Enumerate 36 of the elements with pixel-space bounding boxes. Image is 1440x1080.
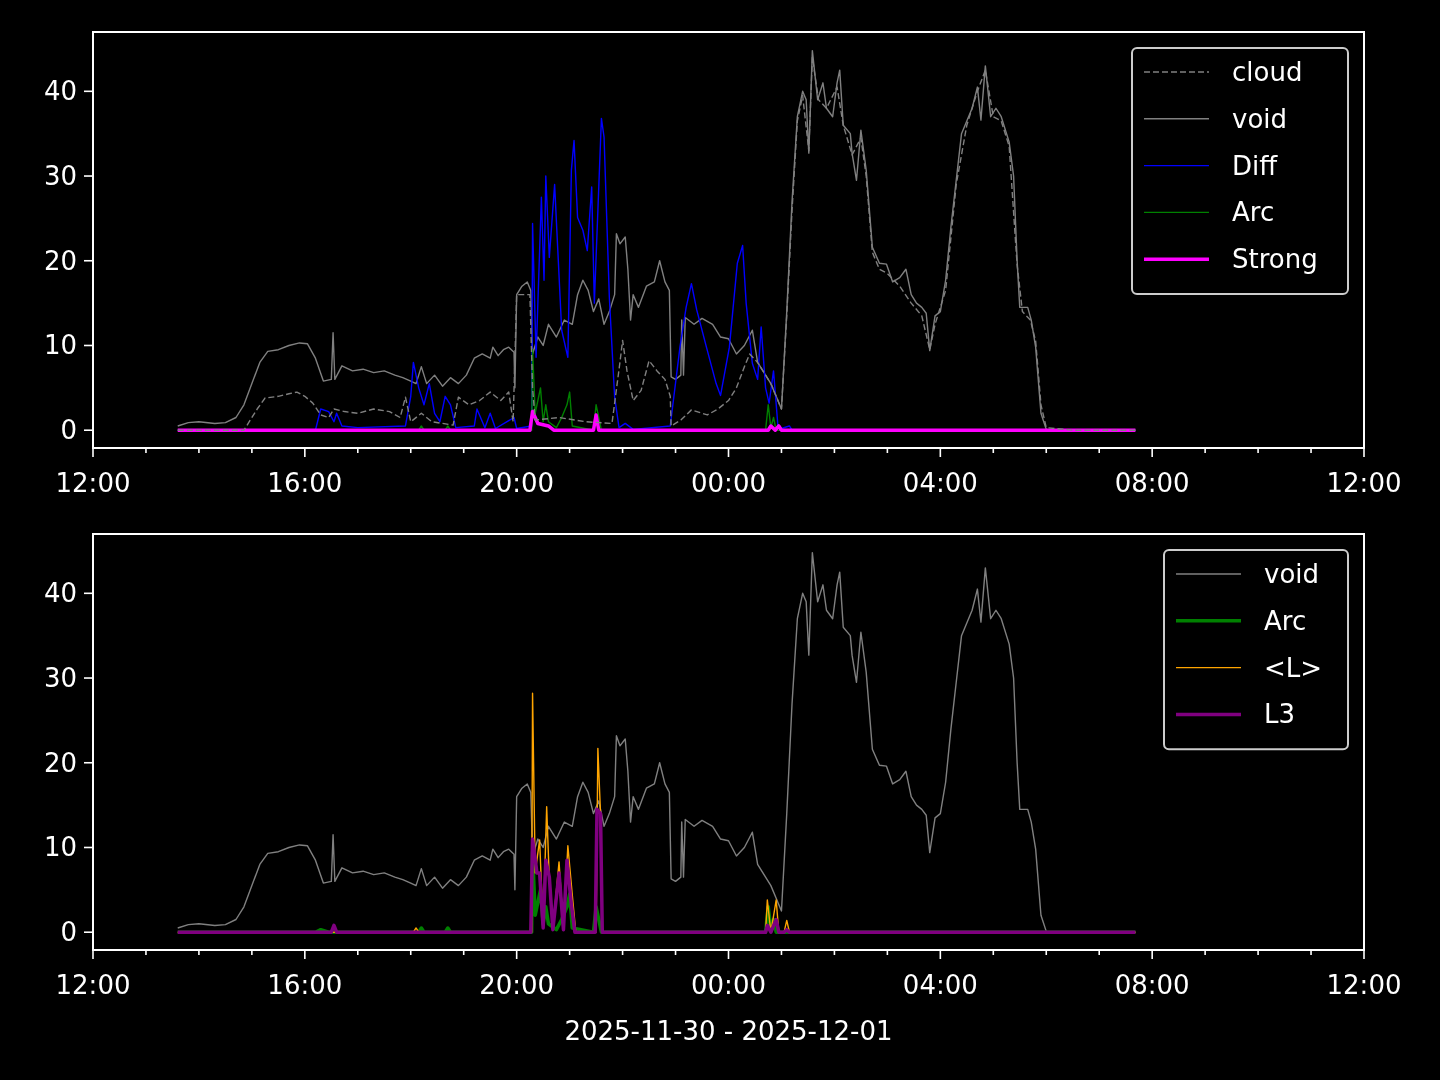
x-tick-label: 12:00 [1326, 970, 1402, 1000]
x-tick-label: 00:00 [691, 468, 766, 498]
x-tick-label: 20:00 [479, 970, 555, 1000]
y-tick-label: 30 [43, 663, 77, 694]
legend-label: void [1264, 559, 1320, 589]
y-tick-label: 40 [43, 76, 77, 107]
y-tick-label: 40 [43, 578, 77, 609]
legend-label: Strong [1232, 244, 1318, 275]
legend-label: Arc [1232, 197, 1275, 228]
x-tick-label: 08:00 [1114, 468, 1190, 498]
legend-label: L3 [1264, 699, 1296, 730]
x-tick-label: 04:00 [902, 468, 978, 498]
y-tick-label: 0 [60, 415, 77, 446]
legend-label: cloud [1232, 57, 1303, 87]
x-tick-label: 04:00 [902, 970, 978, 1000]
y-tick-label: 20 [43, 245, 77, 276]
y-tick-label: 20 [43, 747, 77, 778]
legend-label: Arc [1264, 605, 1307, 636]
x-tick-label: 16:00 [267, 970, 343, 1000]
x-axis-title: 2025-11-30 - 2025-12-01 [564, 1016, 893, 1046]
x-tick-label: 00:00 [691, 970, 766, 1000]
legend-label: Diff [1232, 150, 1279, 181]
x-tick-label: 20:00 [479, 468, 555, 498]
x-tick-label: 16:00 [267, 468, 343, 498]
x-tick-label: 12:00 [1326, 468, 1402, 498]
legend-label: <L> [1264, 652, 1323, 683]
line-series [175, 807, 1138, 934]
legend-label: void [1232, 103, 1288, 134]
y-tick-label: 10 [43, 832, 77, 863]
y-tick-label: 30 [43, 161, 77, 192]
x-tick-label: 12:00 [55, 468, 131, 498]
line-series [175, 409, 1138, 432]
x-tick-label: 12:00 [55, 970, 131, 1000]
x-tick-label: 08:00 [1114, 970, 1190, 1000]
y-tick-label: 0 [60, 917, 77, 948]
y-tick-label: 10 [43, 330, 77, 361]
